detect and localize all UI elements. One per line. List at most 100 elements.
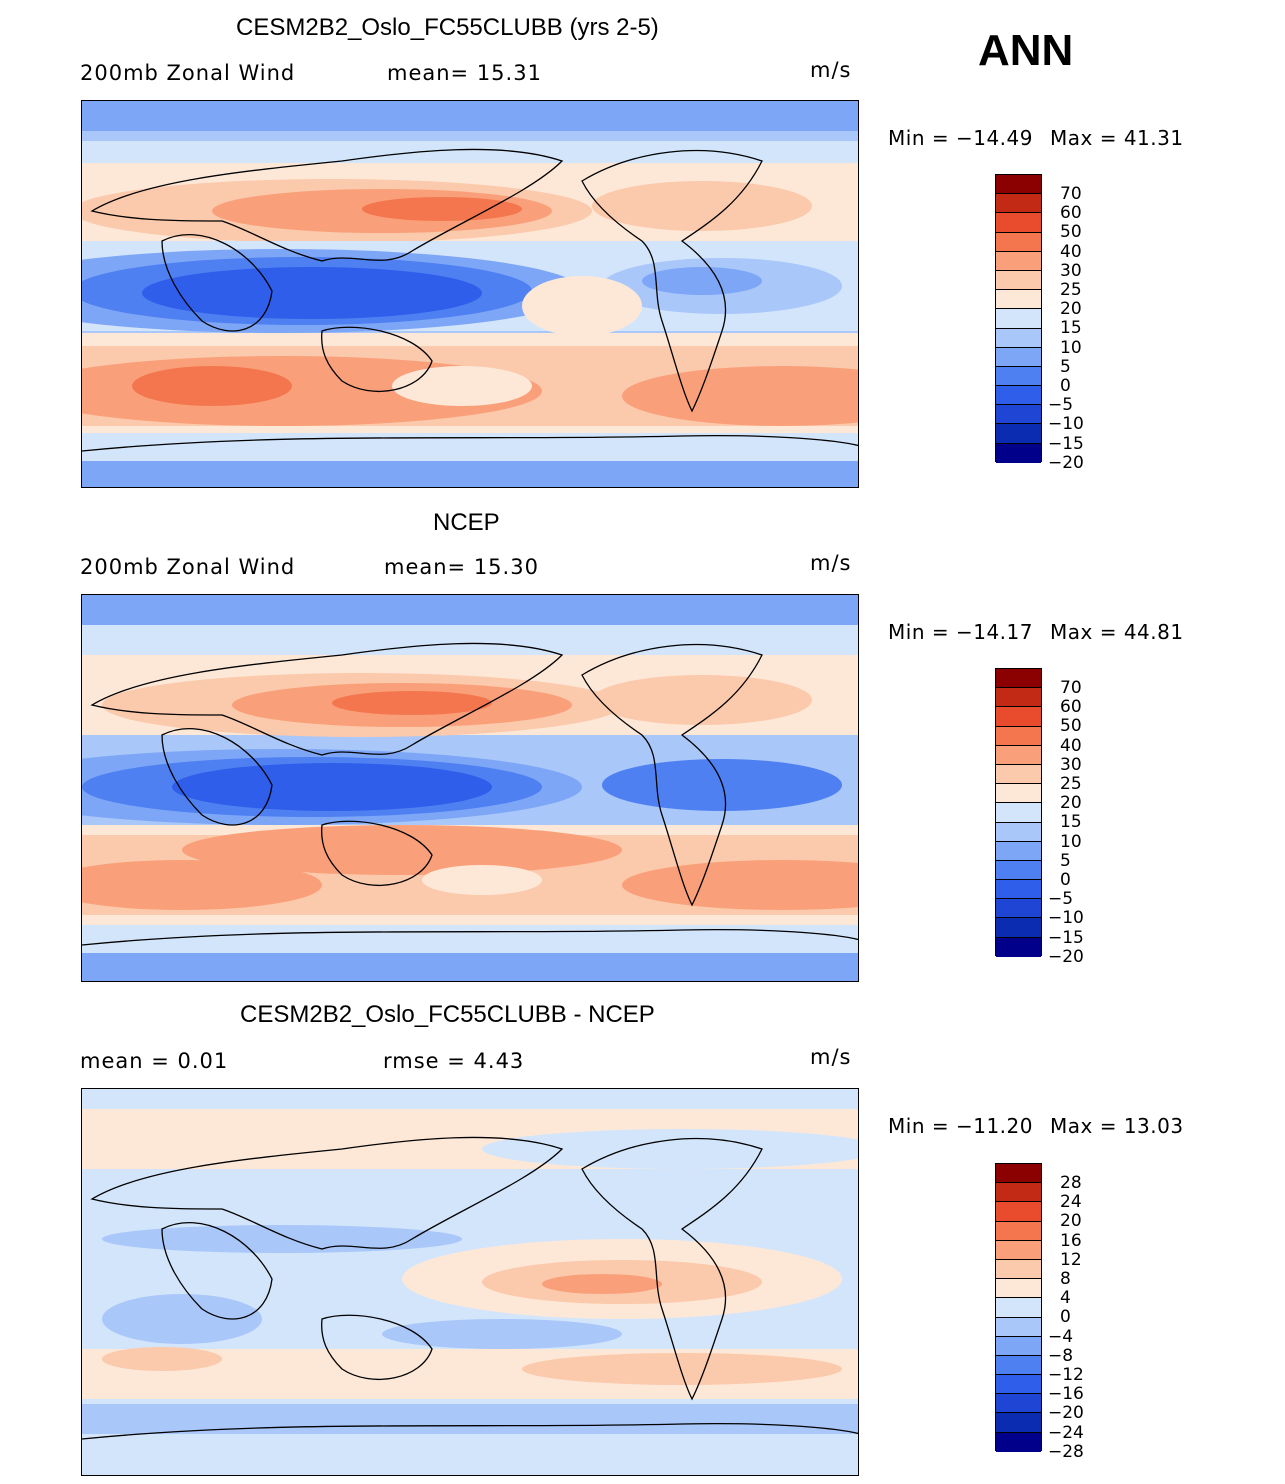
colorbar-box	[996, 822, 1041, 842]
colorbar-tick-label: 40	[1060, 241, 1082, 262]
panel3-map	[81, 1088, 859, 1476]
panel3-units: m/s	[810, 1045, 852, 1069]
colorbar-tick-label: −15	[1048, 927, 1084, 948]
panel1-contour-plot	[82, 101, 858, 487]
panel1-variable-label: 200mb Zonal Wind	[80, 61, 296, 85]
colorbar-tick-label: 10	[1060, 831, 1082, 852]
colorbar-box	[996, 347, 1041, 367]
colorbar-box	[996, 1164, 1041, 1184]
colorbar-box	[996, 764, 1041, 785]
colorbar-tick-label: −12	[1048, 1365, 1084, 1385]
colorbar-tick-label: −24	[1048, 1422, 1084, 1443]
panel1-max-label: Max = 41.31	[1050, 126, 1184, 150]
colorbar-tick-label: 15	[1060, 318, 1082, 339]
colorbar-box	[996, 669, 1041, 689]
colorbar-tick-label: −15	[1048, 433, 1084, 454]
colorbar-box	[996, 1432, 1041, 1452]
colorbar-box	[996, 1202, 1041, 1222]
colorbar-box	[996, 1259, 1041, 1280]
colorbar-tick-label: 50	[1060, 222, 1082, 243]
colorbar-tick-label: 30	[1060, 260, 1082, 281]
colorbar-tick-label: −10	[1048, 908, 1084, 929]
colorbar-box	[996, 1394, 1041, 1414]
colorbar-box	[996, 251, 1041, 271]
colorbar-tick-label: 20	[1060, 299, 1082, 320]
colorbar-box	[996, 309, 1041, 329]
colorbar-box	[996, 803, 1041, 823]
colorbar-tick-label: −8	[1048, 1345, 1074, 1366]
colorbar-tick-label: −5	[1048, 889, 1074, 910]
panel2-max-label: Max = 44.81	[1050, 620, 1184, 644]
colorbar-tick-label: −4	[1048, 1326, 1074, 1347]
panel2-min-label: Min = −14.17	[888, 620, 1033, 644]
colorbar-box	[996, 1221, 1041, 1241]
colorbar-box	[996, 1279, 1041, 1299]
colorbar-tick-label: 25	[1060, 280, 1082, 300]
colorbar-tick-label: 5	[1060, 850, 1071, 871]
colorbar-tick-label: 30	[1060, 754, 1082, 775]
panel3-contour-plot	[82, 1089, 858, 1475]
colorbar-box	[996, 726, 1041, 746]
colorbar-tick-label: 0	[1060, 376, 1071, 396]
panel3-mean-label: mean = 0.01	[80, 1049, 229, 1073]
colorbar-tick-label: 0	[1060, 1307, 1071, 1328]
colorbar-box	[996, 784, 1041, 804]
colorbar-box	[996, 707, 1041, 727]
panel1-mean-label: mean= 15.31	[387, 61, 542, 85]
colorbar-box	[996, 194, 1041, 214]
colorbar-box	[996, 290, 1041, 310]
panel1-units: m/s	[810, 58, 852, 82]
colorbar-tick-label: 60	[1060, 697, 1082, 718]
colorbar-tick-label: −10	[1048, 414, 1084, 435]
colorbar-tick-label: 5	[1060, 356, 1071, 377]
panel1-map	[81, 100, 859, 488]
colorbar-box	[996, 688, 1041, 708]
colorbar-box	[996, 424, 1041, 444]
colorbar-box	[996, 860, 1041, 881]
panel3-max-label: Max = 13.03	[1050, 1114, 1184, 1138]
colorbar-tick-label: 60	[1060, 203, 1082, 224]
colorbar-box	[996, 405, 1041, 425]
colorbar-tick-label: 10	[1060, 337, 1082, 358]
colorbar-tick-label: −5	[1048, 395, 1074, 416]
colorbar-tick-label: 70	[1060, 184, 1082, 204]
colorbar-tick-label: 20	[1060, 1211, 1082, 1232]
colorbar-box	[996, 1317, 1041, 1337]
colorbar-tick-label: 28	[1060, 1173, 1082, 1193]
colorbar-tick-label: −20	[1048, 946, 1084, 967]
colorbar-box	[996, 899, 1041, 919]
colorbar-tick-label: −16	[1048, 1384, 1084, 1405]
colorbar-box	[996, 386, 1041, 406]
panel2-mean-label: mean= 15.30	[384, 555, 539, 579]
colorbar-tick-label: −20	[1048, 1403, 1084, 1424]
colorbar-box	[996, 1336, 1041, 1356]
colorbar-tick-label: 15	[1060, 812, 1082, 833]
panel3-title: CESM2B2_Oslo_FC55CLUBB - NCEP	[240, 1001, 655, 1028]
colorbar-box	[996, 366, 1041, 387]
colorbar-tick-label: 40	[1060, 735, 1082, 756]
panel1-title: CESM2B2_Oslo_FC55CLUBB (yrs 2-5)	[236, 14, 659, 41]
panel3-rmse-label: rmse = 4.43	[383, 1049, 525, 1073]
colorbar-box	[996, 270, 1041, 291]
panel2-variable-label: 200mb Zonal Wind	[80, 555, 296, 579]
colorbar-box	[996, 328, 1041, 348]
colorbar-box	[996, 1298, 1041, 1318]
panel2-title: NCEP	[433, 509, 500, 536]
panel1-min-label: Min = −14.49	[888, 126, 1033, 150]
colorbar-tick-label: 20	[1060, 793, 1082, 814]
colorbar-box	[996, 880, 1041, 900]
colorbar-tick-label: 24	[1060, 1192, 1082, 1213]
colorbar-box	[996, 175, 1041, 195]
colorbar-tick-label: 12	[1060, 1249, 1082, 1270]
colorbar-box	[996, 443, 1041, 463]
colorbar-box	[996, 1413, 1041, 1433]
season-label: ANN	[978, 26, 1074, 75]
colorbar-tick-label: 0	[1060, 870, 1071, 890]
panel1-colorbar	[995, 174, 1042, 463]
colorbar-box	[996, 232, 1041, 252]
colorbar-box	[996, 213, 1041, 233]
colorbar-tick-label: 4	[1060, 1288, 1071, 1309]
colorbar-box	[996, 918, 1041, 938]
colorbar-box	[996, 1183, 1041, 1203]
colorbar-box	[996, 1375, 1041, 1395]
